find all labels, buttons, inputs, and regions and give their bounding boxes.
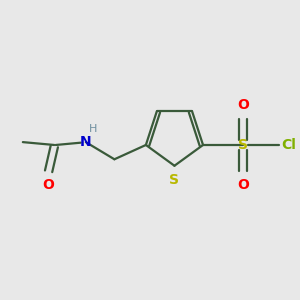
Text: H: H	[89, 124, 97, 134]
Text: O: O	[237, 98, 249, 112]
Text: N: N	[80, 135, 92, 149]
Text: Cl: Cl	[282, 138, 297, 152]
Text: O: O	[43, 178, 55, 192]
Text: O: O	[237, 178, 249, 192]
Text: S: S	[238, 138, 248, 152]
Text: S: S	[169, 173, 179, 187]
